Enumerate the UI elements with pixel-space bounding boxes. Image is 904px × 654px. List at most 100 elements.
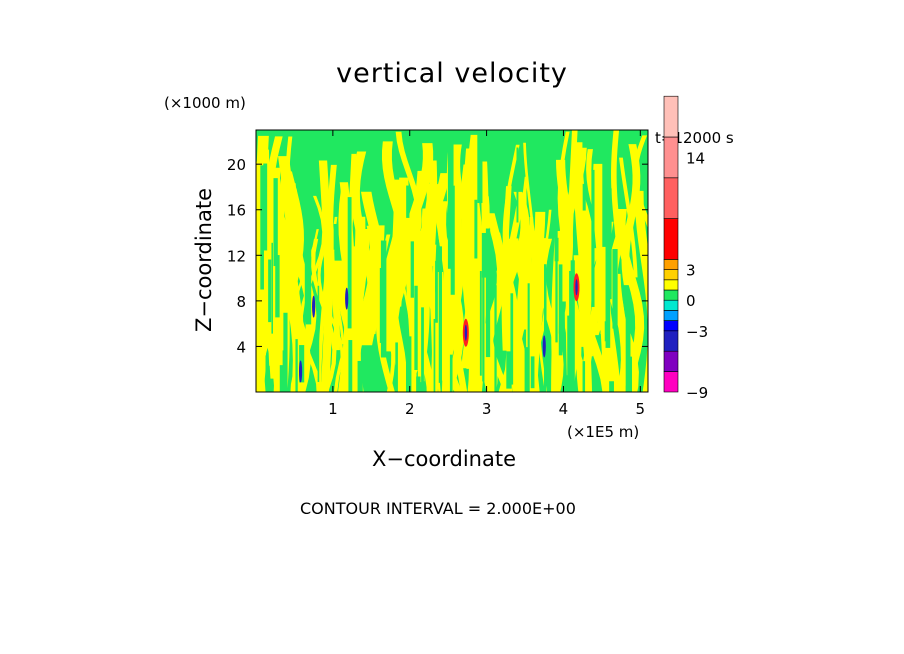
downdraft-streak	[555, 204, 558, 343]
downdraft-streak	[474, 199, 478, 259]
updraft-streak	[327, 164, 341, 351]
downdraft-streak	[416, 376, 421, 392]
updraft-streak	[432, 244, 441, 392]
downdraft-streak	[479, 270, 482, 376]
downdraft-streak	[516, 147, 519, 223]
downdraft-streak	[510, 293, 514, 385]
downdraft-streak	[527, 283, 530, 392]
downdraft-streak	[410, 241, 414, 298]
updraft-streak	[500, 191, 530, 300]
updraft-streak	[278, 156, 298, 256]
updraft-streak	[285, 136, 306, 357]
updraft-streak	[537, 209, 552, 392]
downdraft-streak	[395, 342, 398, 392]
x-axis-label: X−coordinate	[372, 447, 516, 471]
colorbar-segment	[663, 371, 679, 393]
updraft-streak	[311, 238, 337, 392]
downdraft-streak	[612, 249, 618, 329]
downdraft-streak	[268, 259, 272, 323]
colorbar-tick-label: −9	[686, 384, 708, 402]
contour-interval-text: CONTOUR INTERVAL = 2.000E+00	[300, 499, 576, 518]
downdraft-streak	[279, 365, 284, 392]
y-tick-label: 4	[236, 338, 246, 356]
downdraft-streak	[283, 312, 288, 392]
downdraft-streak	[357, 360, 363, 392]
updraft-streak	[573, 187, 593, 392]
downdraft-streak	[582, 183, 586, 211]
updraft-streak	[486, 259, 514, 392]
updraft-streak	[417, 231, 430, 383]
strong-downdraft	[312, 295, 316, 318]
downdraft-streak	[481, 232, 487, 278]
downdraft-streak	[405, 336, 412, 392]
plot-frame	[255, 129, 649, 393]
colorbar-tick-label: −3	[686, 323, 708, 341]
colorbar-segment	[663, 259, 679, 270]
updraft-streak	[621, 144, 641, 286]
updraft-streak	[451, 144, 476, 242]
downdraft-streak	[435, 260, 438, 323]
y-axis-unit: (×1000 m)	[164, 94, 246, 112]
strong-downdraft	[298, 360, 303, 383]
downdraft-streak	[414, 285, 418, 370]
colorbar-tick-label: 0	[686, 292, 696, 310]
strong-downdraft	[345, 287, 349, 310]
colorbar: 14 3 0 −3 −9	[663, 95, 708, 402]
downdraft-streak	[570, 260, 575, 392]
x-tick-label: 5	[636, 400, 646, 418]
x-tick-label: 4	[559, 400, 569, 418]
downdraft-streak	[449, 354, 453, 392]
downdraft-streak	[433, 318, 436, 392]
downdraft-streak	[591, 169, 595, 307]
downdraft-streak	[477, 130, 483, 204]
x-tick-label: 3	[482, 400, 492, 418]
downdraft-streak	[317, 285, 320, 383]
downdraft-streak	[438, 246, 442, 383]
downdraft-streak	[347, 197, 352, 329]
updraft-streak	[473, 267, 495, 392]
downdraft-streak	[524, 347, 529, 392]
y-tick-label: 20	[227, 156, 246, 174]
updraft-streak	[381, 141, 411, 305]
updraft-streak	[575, 207, 603, 300]
downdraft-streak	[625, 385, 629, 392]
strong-downdraft	[542, 335, 546, 358]
updraft-streak	[502, 144, 520, 273]
strong-core	[575, 279, 578, 296]
velocity-field	[256, 130, 648, 392]
downdraft-streak	[406, 185, 410, 218]
updraft-streak	[317, 257, 330, 392]
updraft-streak	[601, 221, 614, 392]
updraft-streak	[286, 234, 311, 392]
updraft-streak	[368, 225, 385, 334]
colorbar-segment	[663, 136, 679, 179]
downdraft-streak	[530, 356, 535, 389]
downdraft-streak	[348, 340, 353, 392]
colorbar-tick-label: 3	[686, 262, 696, 280]
downdraft-streak	[265, 355, 268, 392]
updraft-streak	[349, 225, 381, 357]
downdraft-streak	[421, 307, 424, 388]
downdraft-streak	[295, 339, 298, 392]
colorbar-segment	[663, 289, 679, 301]
downdraft-streak	[605, 232, 611, 348]
colorbar-segment	[663, 330, 679, 352]
downdraft-streak	[554, 237, 559, 262]
downdraft-streak	[609, 381, 614, 392]
colorbar-tick-label: 14	[686, 149, 705, 167]
downdraft-streak	[544, 264, 547, 392]
downdraft-streak	[625, 315, 631, 392]
colorbar-segment	[663, 269, 679, 281]
y-tick-label: 8	[236, 293, 246, 311]
strong-core	[464, 324, 468, 341]
downdraft-streak	[271, 242, 273, 334]
chart-title: vertical velocity	[336, 58, 568, 89]
downdraft-streak	[485, 228, 491, 358]
downdraft-streak	[546, 356, 551, 392]
downdraft-streak	[263, 163, 268, 251]
colorbar-segment	[663, 320, 679, 332]
colorbar-segment	[663, 218, 679, 260]
downdraft-streak	[447, 133, 454, 269]
colorbar-segment	[663, 279, 679, 291]
